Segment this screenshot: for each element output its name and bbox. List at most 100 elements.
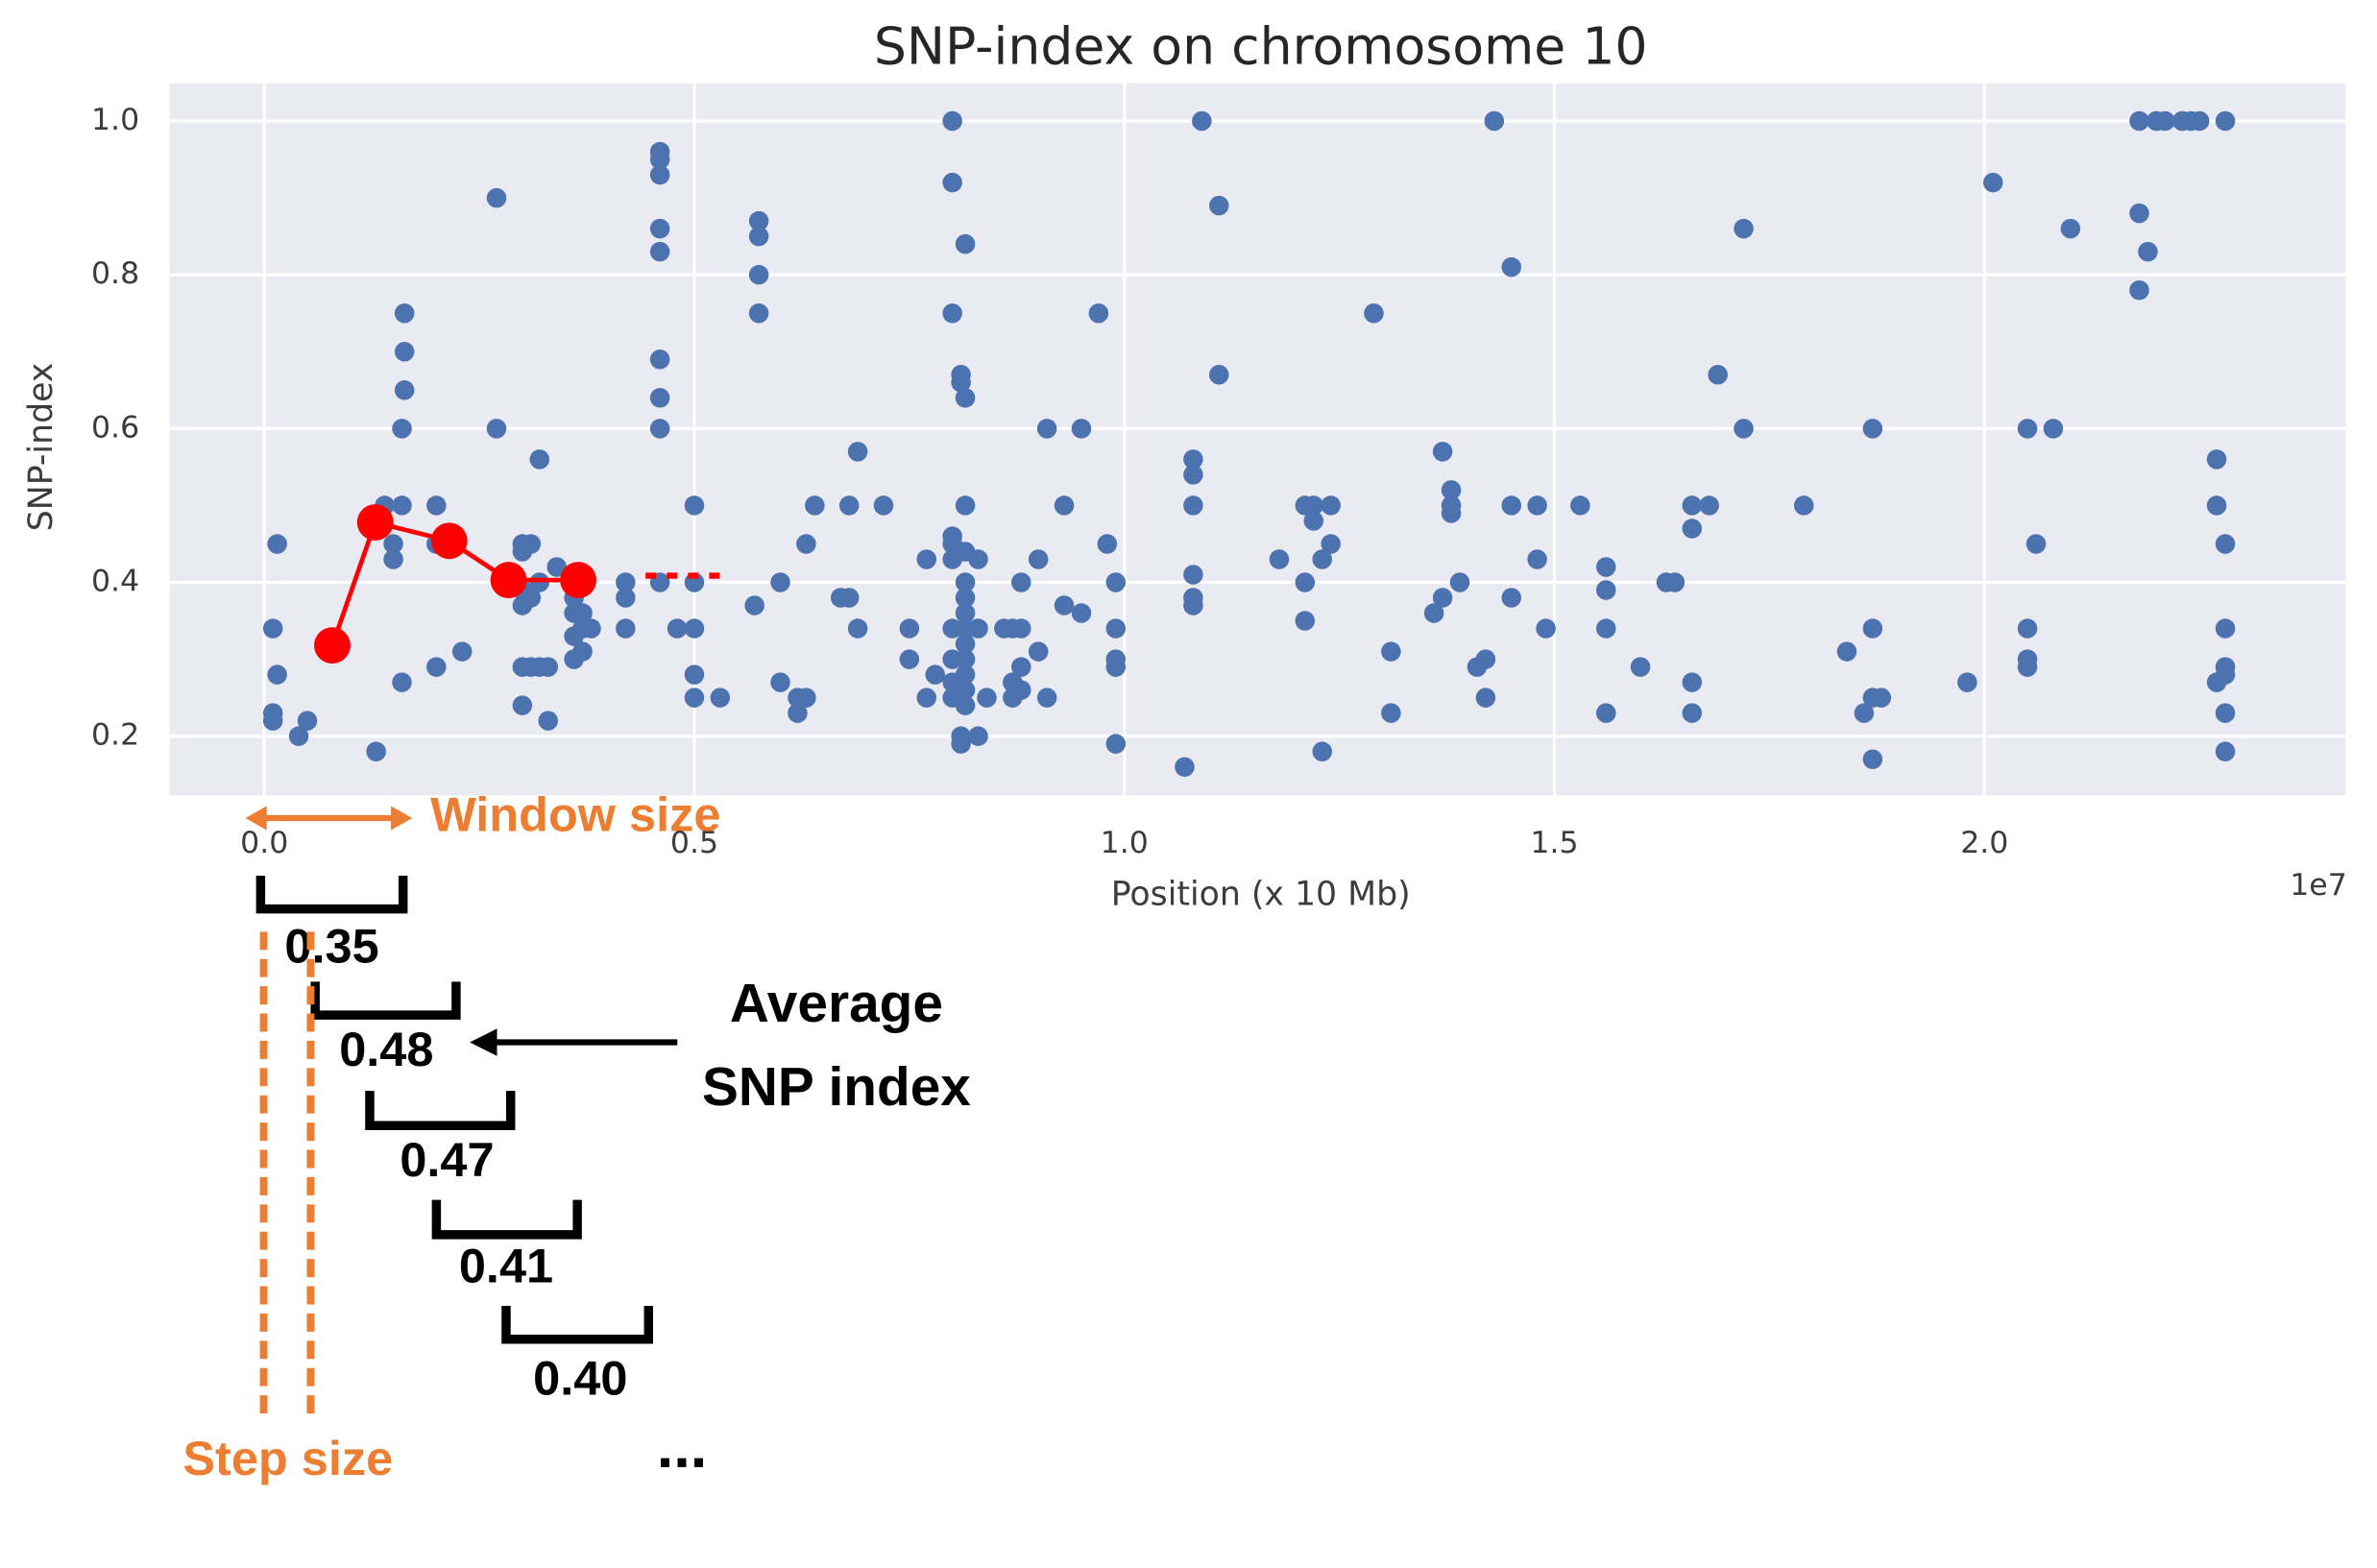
snp-point xyxy=(2138,241,2158,262)
snp-point xyxy=(1175,757,1195,777)
window-point xyxy=(560,562,597,599)
snp-point xyxy=(1295,611,1316,631)
snp-point xyxy=(1105,734,1127,754)
snp-point xyxy=(1595,618,1616,639)
snp-point xyxy=(1682,495,1703,516)
snp-point xyxy=(748,210,769,231)
x-tick-label: 0.0 xyxy=(240,826,288,860)
snp-point xyxy=(486,419,507,439)
snp-point xyxy=(684,688,705,708)
snp-point xyxy=(538,657,558,677)
snp-point xyxy=(426,657,447,677)
window-average: 0.40 xyxy=(533,1350,627,1405)
snp-point xyxy=(1011,572,1031,592)
y-tick-label: 0.2 xyxy=(91,718,139,753)
snp-point xyxy=(1183,449,1203,470)
snp-point xyxy=(1432,442,1453,462)
snp-point xyxy=(581,618,601,639)
snp-point xyxy=(2129,279,2149,301)
snp-point xyxy=(572,603,593,623)
snp-point xyxy=(916,549,937,569)
snp-point xyxy=(1475,649,1496,669)
snp-point xyxy=(1105,657,1127,677)
snp-point xyxy=(1381,703,1401,723)
x-tick-label: 1.5 xyxy=(1530,826,1578,860)
window-point xyxy=(430,522,468,560)
snp-point xyxy=(1862,419,1883,439)
snp-point xyxy=(667,618,688,639)
snp-point xyxy=(2155,110,2175,132)
y-tick-label: 0.4 xyxy=(91,565,139,599)
window-size-label: Window size xyxy=(430,786,720,841)
snp-point xyxy=(748,226,769,247)
step-lines xyxy=(259,931,315,1417)
window-average: 0.41 xyxy=(459,1239,553,1293)
snp-point xyxy=(847,618,868,639)
window-average: 0.48 xyxy=(339,1022,433,1076)
snp-point xyxy=(955,603,976,623)
grid xyxy=(169,83,2346,796)
snp-point xyxy=(710,688,731,708)
snp-point xyxy=(1183,595,1203,615)
snp-point xyxy=(955,695,976,715)
snp-point xyxy=(649,350,670,370)
snp-point xyxy=(770,672,790,692)
snp-point xyxy=(1011,618,1031,639)
snp-point xyxy=(392,495,412,516)
snp-point xyxy=(1088,302,1109,324)
snp-point xyxy=(1209,365,1229,385)
snp-point xyxy=(512,695,533,715)
snp-point xyxy=(366,741,386,761)
snp-point xyxy=(1595,580,1616,600)
snp-point xyxy=(1192,110,1212,132)
snp-point xyxy=(649,241,670,262)
snp-point xyxy=(805,495,825,516)
snp-point xyxy=(955,680,976,700)
snp-point xyxy=(2025,534,2047,554)
snp-point xyxy=(529,449,550,470)
snp-point xyxy=(684,664,705,685)
window-point xyxy=(356,504,394,541)
x-tick-label: 2.0 xyxy=(1960,826,2008,860)
snp-point xyxy=(1854,703,1875,723)
average-arrow xyxy=(470,1028,678,1056)
snp-point xyxy=(1862,749,1883,769)
snp-point xyxy=(2215,664,2236,685)
x-tick-label: 0.5 xyxy=(670,826,718,860)
snp-point xyxy=(1036,688,1057,708)
snp-point xyxy=(1501,495,1521,516)
snp-point xyxy=(955,664,976,685)
y-tick-label: 1.0 xyxy=(91,103,139,137)
x-offset-label: 1e7 xyxy=(2290,868,2347,903)
snp-point xyxy=(1527,549,1547,569)
x-tick-label: 1.0 xyxy=(1101,826,1149,860)
snp-point xyxy=(1595,557,1616,577)
snp-point xyxy=(1054,495,1075,516)
snp-point xyxy=(796,534,816,554)
snp-point xyxy=(1011,680,1031,700)
window-average: 0.35 xyxy=(284,919,378,974)
snp-point xyxy=(288,726,309,746)
snp-point xyxy=(744,595,764,615)
snp-point xyxy=(1836,641,1857,662)
window-arrow xyxy=(245,806,413,831)
snp-point xyxy=(1871,688,1892,708)
snp-point xyxy=(649,164,670,185)
window-brackets xyxy=(255,875,654,1344)
snp-point xyxy=(1028,641,1049,662)
snp-point xyxy=(1982,172,2003,193)
snp-point xyxy=(649,149,670,170)
snp-point xyxy=(2017,657,2038,677)
snp-point xyxy=(2215,110,2236,132)
snp-point xyxy=(951,373,971,393)
snp-point xyxy=(394,302,415,324)
snp-point xyxy=(1312,741,1332,761)
snp-point xyxy=(899,649,920,669)
snp-point xyxy=(2129,203,2149,224)
snp-point xyxy=(392,672,412,692)
chart-title: SNP-index on chromosome 10 xyxy=(874,16,1648,77)
snp-point xyxy=(955,388,976,408)
snp-point xyxy=(955,495,976,516)
snp-point xyxy=(616,618,636,639)
snp-point xyxy=(1011,657,1031,677)
